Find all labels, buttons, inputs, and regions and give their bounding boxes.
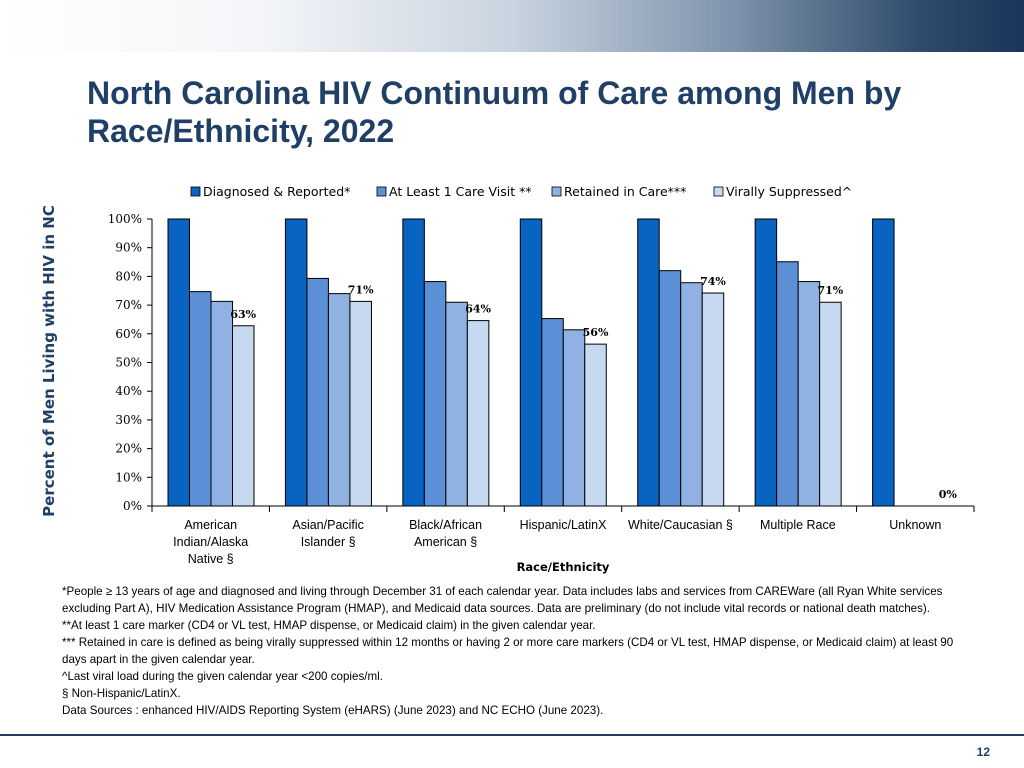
legend-swatch [713,186,724,197]
footnote: § Non-Hispanic/LatinX. [62,687,181,700]
page-number: 12 [976,745,990,759]
x-tick-label-line: Asian/Pacific [292,518,364,532]
footnotes: *People ≥ 13 years of age and diagnosed … [62,583,972,719]
data-label: 64% [465,303,491,316]
x-tick-label-line: Black/African [409,518,482,532]
legend-swatch [551,186,562,197]
bar [701,292,725,507]
bar-chart: Diagnosed & Reported* At Least 1 Care Vis… [40,184,975,574]
bar [519,218,543,507]
bar [466,320,490,507]
x-tick-label: American Indian/Alaska Native § [173,518,248,566]
y-tick-label: 100% [108,212,142,226]
x-tick-label-line: Multiple Race [760,518,836,532]
x-axis: American Indian/Alaska Native § Asian/Pacif… [151,505,975,566]
footnote: *** Retained in care is defined as being… [62,636,954,666]
bar [754,218,778,507]
legend-swatch [376,186,387,197]
bar [637,218,660,507]
footnote: Data Sources : enhanced HIV/AIDS Reporti… [62,704,604,717]
x-axis-label: Race/Ethnicity [517,560,610,574]
chart-legend: Diagnosed & Reported* At Least 1 Care Vis… [190,184,852,199]
header-band [0,0,1024,52]
y-tick-label: 20% [115,442,142,456]
bar [189,291,212,507]
x-tick-label-line: American § [414,535,477,549]
bar [872,218,895,507]
footnote: **At least 1 care marker (CD4 or VL test… [62,619,596,632]
x-tick-label-line: Islander § [301,535,356,549]
footnote: *People ≥ 13 years of age and diagnosed … [62,585,943,615]
y-axis: 0% 10% 20% 30% 40% 50% 60% 70% 80% 90% 100% [108,212,153,513]
y-tick-label: 40% [115,384,142,398]
x-tick-label: White/Caucasian § [628,518,733,532]
data-labels: 63% 71% 64% 56% 74% 71% 0% [230,275,957,501]
bar [327,293,351,507]
y-tick-label: 90% [115,241,142,255]
x-tick-label-line: Native § [188,552,234,566]
bar [680,282,703,507]
bars [167,218,895,507]
x-tick-label-line: Indian/Alaska [173,535,248,549]
x-tick-label-line: American [184,518,237,532]
y-tick-label: 80% [115,269,142,283]
data-label: 0% [939,488,958,501]
x-tick-label: Multiple Race [760,518,836,532]
x-tick-label: Hispanic/LatinX [520,518,608,532]
legend-label: Virally Suppressed^ [726,184,852,199]
bar [423,281,447,507]
bar [776,261,799,507]
bar [541,318,564,507]
data-label: 63% [230,308,256,321]
footer-divider [0,734,1024,736]
bar [210,300,233,507]
bar [284,218,308,507]
data-label: 71% [348,283,374,296]
legend-label: Diagnosed & Reported* [203,184,350,199]
x-tick-label-line: Hispanic/LatinX [520,518,608,532]
bar [349,300,372,507]
y-tick-label: 60% [115,327,142,341]
bar [232,325,255,507]
footnote: ^Last viral load during the given calend… [62,670,383,683]
bar [797,281,821,507]
legend-label: Retained in Care*** [564,184,686,199]
data-label: 71% [818,284,844,297]
bar [584,343,607,507]
x-tick-label: Asian/Pacific Islander § [292,518,364,549]
y-tick-label: 50% [115,356,142,370]
bar [167,218,190,507]
y-tick-label: 10% [115,470,142,484]
slide-title: North Carolina HIV Continuum of Care amo… [87,75,902,149]
x-tick-label: Black/African American § [409,518,482,549]
x-tick-label-line: White/Caucasian § [628,518,733,532]
bar [445,301,468,507]
bar [306,277,329,507]
legend-swatch [190,186,201,197]
data-label: 56% [583,326,609,339]
bar [658,270,682,507]
bar [402,218,425,507]
y-tick-label: 30% [115,413,142,427]
y-tick-label: 70% [115,298,142,312]
x-tick-label: Unknown [889,518,941,532]
legend-label: At Least 1 Care Visit ** [389,184,532,199]
bar [562,329,586,507]
data-label: 74% [700,275,726,288]
y-tick-label: 0% [123,499,142,513]
bar [819,301,842,507]
x-tick-label-line: Unknown [889,518,941,532]
y-axis-label: Percent of Men Living with HIV in NC [40,205,58,517]
